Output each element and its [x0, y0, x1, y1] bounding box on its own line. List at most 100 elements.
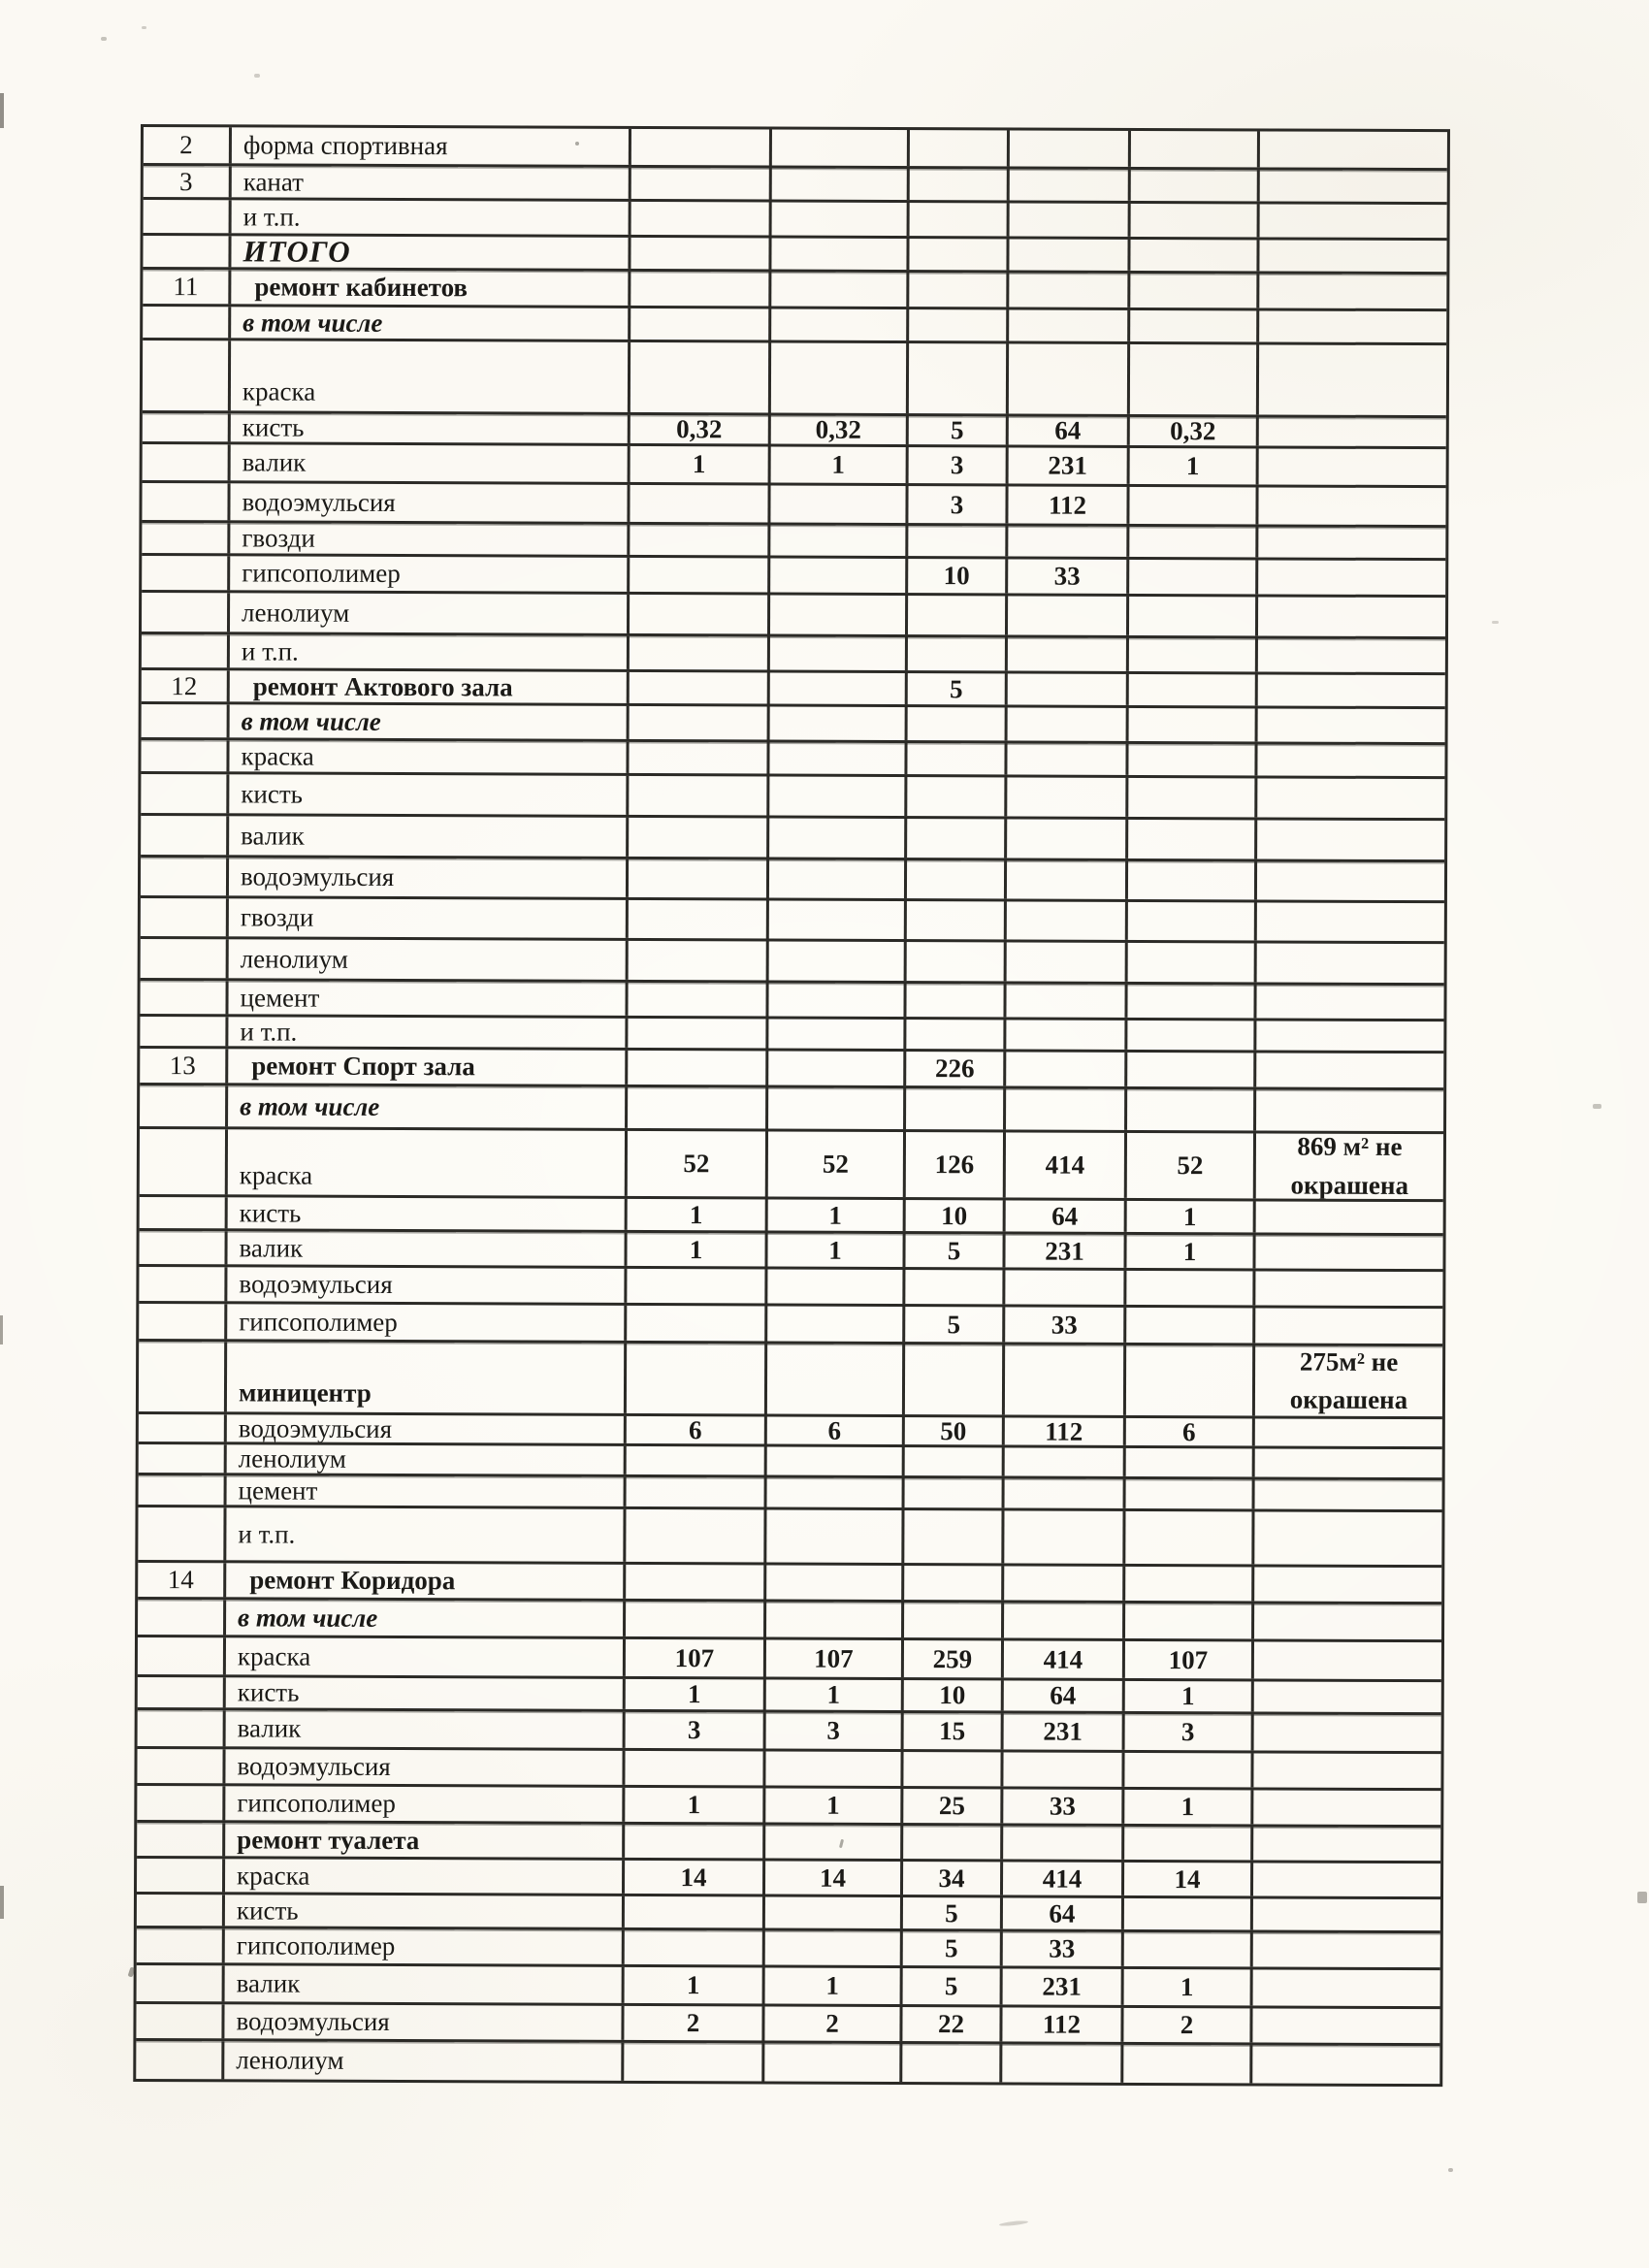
- value-cell-5: [1124, 1020, 1254, 1051]
- row-number-cell: [138, 1637, 223, 1674]
- value-cell-2: [765, 1019, 904, 1050]
- table-row: 14 ремонт Коридора: [138, 1560, 1442, 1603]
- value-cell-5: [1126, 343, 1257, 415]
- note-cell: [1252, 1201, 1443, 1234]
- value-cell-3: [905, 526, 1006, 557]
- note-cell: [1254, 708, 1445, 743]
- value-cell-3: 15: [900, 1713, 1001, 1750]
- value-cell-3: [903, 984, 1004, 1018]
- value-cell-1: [625, 1018, 766, 1049]
- value-cell-5: 1: [1121, 1789, 1251, 1825]
- value-cell-5: [1121, 1826, 1251, 1861]
- row-number-cell: [137, 1749, 222, 1783]
- value-cell-3: [904, 819, 1005, 859]
- note-cell: [1250, 1827, 1441, 1862]
- note-cell: [1249, 1898, 1440, 1931]
- scan-speck: [1593, 1104, 1601, 1109]
- value-cell-1: 1: [622, 1678, 763, 1710]
- material-name-cell: ремонт Актового зала: [226, 670, 627, 703]
- value-cell-4: [1000, 1826, 1122, 1860]
- value-cell-3: 259: [900, 1640, 1002, 1678]
- value-cell-3: 50: [901, 1417, 1002, 1445]
- value-cell-2: [764, 1269, 903, 1305]
- value-cell-3: [901, 1478, 1002, 1508]
- row-number-cell: [138, 1677, 223, 1707]
- value-cell-4: [1004, 743, 1126, 775]
- row-number-cell: [140, 1085, 225, 1126]
- value-cell-5: [1123, 1270, 1253, 1306]
- value-cell-1: [621, 2042, 762, 2082]
- value-cell-1: [625, 899, 766, 939]
- value-cell-3: 5: [899, 1968, 1000, 2005]
- value-cell-2: [762, 1751, 901, 1787]
- value-cell-3: [904, 596, 1006, 635]
- table-row: и т.п.: [140, 1014, 1444, 1052]
- value-cell-1: 52: [624, 1130, 766, 1197]
- value-cell-1: [627, 341, 769, 413]
- value-cell-3: [906, 169, 1007, 201]
- note-cell: [1253, 902, 1444, 942]
- value-cell-2: 1: [764, 1199, 903, 1232]
- value-cell-3: [902, 1270, 1003, 1305]
- value-cell-1: [626, 594, 768, 634]
- value-cell-2: [766, 742, 905, 775]
- material-name-cell: кисть: [227, 413, 628, 443]
- scan-speck: [1637, 1892, 1647, 1903]
- material-name-cell: гвозди: [225, 898, 626, 938]
- value-cell-5: 52: [1123, 1132, 1254, 1199]
- row-number-cell: [139, 1231, 224, 1264]
- value-cell-3: 226: [903, 1052, 1004, 1086]
- material-name-cell: валик: [224, 1231, 625, 1266]
- row-number-cell: 14: [167, 1565, 194, 1595]
- value-cell-5: [1125, 707, 1255, 742]
- row-number-cell: [137, 1895, 222, 1926]
- value-cell-3: [901, 1510, 1002, 1564]
- value-cell-2: [765, 859, 905, 899]
- value-cell-1: [624, 1305, 765, 1342]
- value-cell-4: 33: [1000, 1789, 1122, 1824]
- note-cell: [1249, 1863, 1441, 1897]
- value-cell-3: 5: [905, 416, 1006, 445]
- value-cell-5: [1125, 777, 1255, 818]
- value-cell-5: [1126, 486, 1256, 525]
- value-cell-5: [1121, 1752, 1251, 1788]
- material-name-cell: гвозди: [227, 523, 628, 555]
- value-cell-2: [765, 1051, 904, 1086]
- note-cell: [1253, 1021, 1444, 1052]
- note-cell: [1252, 1235, 1443, 1270]
- row-number-cell: [142, 634, 227, 667]
- value-cell-2: [761, 2043, 900, 2083]
- table-row: 2 форма спортивная: [144, 127, 1447, 169]
- value-cell-3: [904, 637, 1005, 671]
- value-cell-4: [1005, 343, 1128, 414]
- value-cell-3: [903, 942, 1004, 982]
- row-number-cell: [139, 1267, 224, 1301]
- value-cell-4: [1001, 1510, 1123, 1564]
- value-cell-5: 2: [1120, 2007, 1250, 2043]
- material-name-cell: водоэмульсия: [227, 483, 628, 522]
- table-row: цемент: [138, 1473, 1442, 1510]
- table-row: водоэмульсия 3 112: [142, 480, 1446, 526]
- table-row: 11 ремонт кабинетов: [143, 267, 1447, 309]
- value-cell-5: [1127, 169, 1257, 202]
- note-cell: [1255, 527, 1446, 559]
- material-name-cell: гипсополимер: [221, 1928, 622, 1964]
- table-row: гипсополимер 10 33: [142, 553, 1446, 596]
- value-cell-4: [1001, 1566, 1123, 1601]
- row-number-cell: 3: [178, 167, 193, 197]
- value-cell-1: 0,32: [627, 414, 768, 444]
- value-cell-2: 1: [762, 1679, 901, 1711]
- value-cell-1: [626, 775, 767, 816]
- value-cell-2: [766, 595, 906, 635]
- table-row: ленолиум: [141, 590, 1446, 637]
- table-row: валик 3 3 15 231 3: [137, 1706, 1441, 1752]
- material-name-cell: в том числе: [225, 1085, 626, 1128]
- value-cell-4: 64: [999, 1897, 1121, 1929]
- material-name-cell: краска: [224, 1129, 626, 1196]
- value-cell-1: [625, 940, 766, 981]
- scan-edge-mark: [0, 93, 4, 128]
- row-number-cell: [139, 1475, 224, 1505]
- value-cell-3: 10: [902, 1200, 1003, 1232]
- value-cell-4: [1004, 819, 1126, 859]
- value-cell-4: [1003, 1052, 1125, 1086]
